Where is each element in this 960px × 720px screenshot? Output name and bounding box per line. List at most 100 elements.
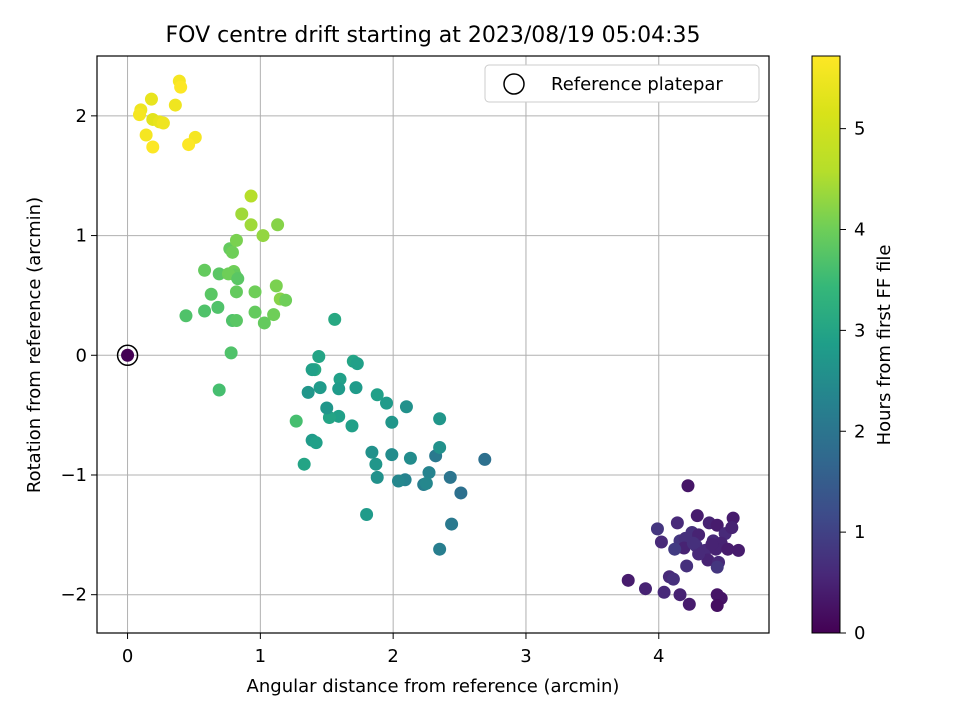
scatter-point [670,516,684,530]
scatter-point [297,457,311,471]
scatter-point [333,372,347,386]
scatter-point [673,588,687,602]
scatter-point [182,138,196,152]
y-tick-label: 1 [76,226,87,247]
scatter-point [271,218,285,232]
scatter-point [370,388,384,402]
colorbar-tick-label: 5 [854,119,865,140]
scatter-point [146,140,160,154]
scatter-point [478,452,492,466]
scatter-point [682,597,696,611]
scatter-point [156,116,170,130]
scatter-point [289,414,303,428]
scatter-point [422,466,436,480]
scatter-point [229,314,243,328]
scatter-point [231,272,245,286]
y-tick-label: −2 [60,585,87,606]
scatter-point [168,98,182,112]
scatter-point [179,309,193,323]
scatter-point [686,536,700,550]
scatter-point [305,363,319,377]
x-tick-label: 0 [122,646,133,667]
legend-reference-marker [503,73,525,95]
y-tick-label: −1 [60,465,87,486]
scatter-point [244,218,258,232]
colorbar-ticks: 0 1 2 3 4 5 [840,119,865,644]
scatter-point [229,233,243,247]
scatter-point [681,479,695,493]
scatter-point [370,470,384,484]
scatter-point [403,451,417,465]
scatter-point [279,293,293,307]
scatter-point [332,382,346,396]
scatter-point [454,486,468,500]
scatter-point [621,573,635,587]
legend: Reference platepar [484,64,760,103]
scatter-point [313,381,327,395]
scatter-point [657,585,671,599]
colorbar-tick-label: 2 [854,421,865,442]
scatter-point [443,470,457,484]
scatter-point [433,440,447,454]
scatter-point [328,312,342,326]
reference-point [121,348,135,362]
colorbar-tick-label: 4 [854,220,865,241]
scatter-point [244,189,258,203]
scatter-point [380,396,394,410]
scatter-point [256,229,270,243]
scatter-point [211,300,225,314]
reference-marker [116,344,139,367]
scatter-point [654,535,668,549]
scatter-point [385,448,399,462]
scatter-point [212,383,226,397]
scatter-point [235,207,249,221]
scatter-point [433,412,447,426]
scatter-point [365,445,379,459]
scatter-point [399,400,413,414]
scatter-point [726,511,740,525]
scatter-point [701,553,715,567]
scatter-point [692,547,706,561]
y-tick-label: 0 [76,345,87,366]
scatter-point [360,507,374,521]
plot-frame [96,55,770,634]
scatter-point [269,279,283,293]
scatter-point [132,108,146,122]
scatter-point [668,542,682,556]
scatter-point [345,419,359,433]
scatter-point [212,267,226,281]
scatter-point [650,522,664,536]
y-tick-label: 2 [76,106,87,127]
y-axis-ticks: −2 −1 0 1 2 [60,106,97,606]
scatter-point [419,476,433,490]
data-points [132,74,745,612]
scatter-point [198,263,212,277]
scatter-point [385,415,399,429]
colorbar-tick-label: 3 [854,320,865,341]
chart-title: FOV centre drift starting at 2023/08/19 … [166,23,701,48]
colorbar: 0 1 2 3 4 5 Hours from first FF file [811,55,895,644]
scatter-point [710,518,724,532]
scatter-point [721,542,735,556]
scatter-point [248,285,262,299]
scatter-point [309,436,323,450]
x-axis-label: Angular distance from reference (arcmin) [247,676,620,697]
scatter-point [369,457,383,471]
scatter-point [224,346,238,360]
x-tick-label: 4 [653,646,664,667]
colorbar-label: Hours from first FF file [874,245,895,446]
y-axis-label: Rotation from reference (arcmin) [24,197,45,493]
legend-box [484,64,760,103]
scatter-point [690,509,704,523]
scatter-point [139,128,153,142]
scatter-point [433,542,447,556]
colorbar-tick-label: 0 [854,623,865,644]
colorbar-gradient [811,55,841,634]
scatter-point [731,543,745,557]
colorbar-tick-label: 1 [854,522,865,543]
scatter-point [248,305,262,319]
scatter-point [229,285,243,299]
scatter-point [257,316,271,330]
scatter-point [638,582,652,596]
scatter-point [225,245,239,259]
